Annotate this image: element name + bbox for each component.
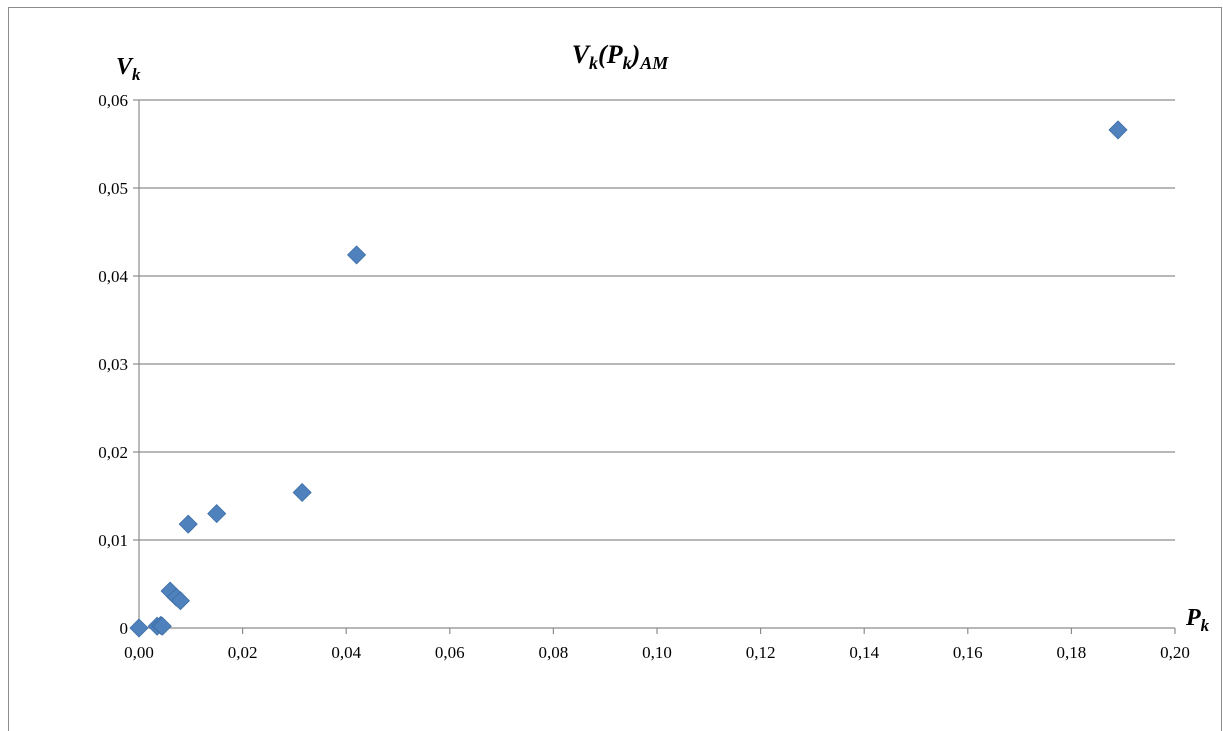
data-point [207,504,227,524]
data-points [129,120,1128,638]
y-tick-label: 0,04 [98,267,128,286]
y-tick-labels: 0 0,01 0,02 0,03 0,04 0,05 0,06 [98,91,128,638]
data-point [1108,120,1128,140]
data-point [152,616,172,636]
chart-title: Vk(Pk)AM [572,40,670,73]
data-point [346,245,367,265]
x-tick-label: 0,00 [124,643,154,662]
y-tick-label: 0 [120,619,129,638]
y-axis-title: Vk [116,54,141,84]
data-point [170,591,191,611]
data-point [292,482,312,503]
x-tick-label: 0,12 [746,643,776,662]
x-tick-label: 0,20 [1160,643,1190,662]
y-tick-label: 0,06 [98,91,128,110]
chart-frame [8,7,1222,731]
x-tick-label: 0,02 [228,643,258,662]
y-tick-label: 0,01 [98,531,128,550]
x-tick-label: 0,16 [953,643,983,662]
gridlines [139,99,1175,541]
x-tick-labels: 0,00 0,02 0,04 0,06 0,08 0,10 0,12 0,14 0,16 0,18… [124,643,1190,662]
y-tick-label: 0,02 [98,443,128,462]
x-tick-label: 0,10 [642,643,672,662]
y-tick-label: 0,03 [98,355,128,374]
x-tick-label: 0,06 [435,643,465,662]
y-tick-label: 0,05 [98,179,128,198]
x-tick-label: 0,04 [331,643,361,662]
x-axis-title: Pk [1185,605,1210,635]
x-tick-label: 0,08 [539,643,569,662]
x-tick-label: 0,18 [1057,643,1087,662]
data-point [129,618,149,638]
axes [133,99,1176,634]
data-point [178,514,198,534]
x-tick-label: 0,14 [849,643,879,662]
